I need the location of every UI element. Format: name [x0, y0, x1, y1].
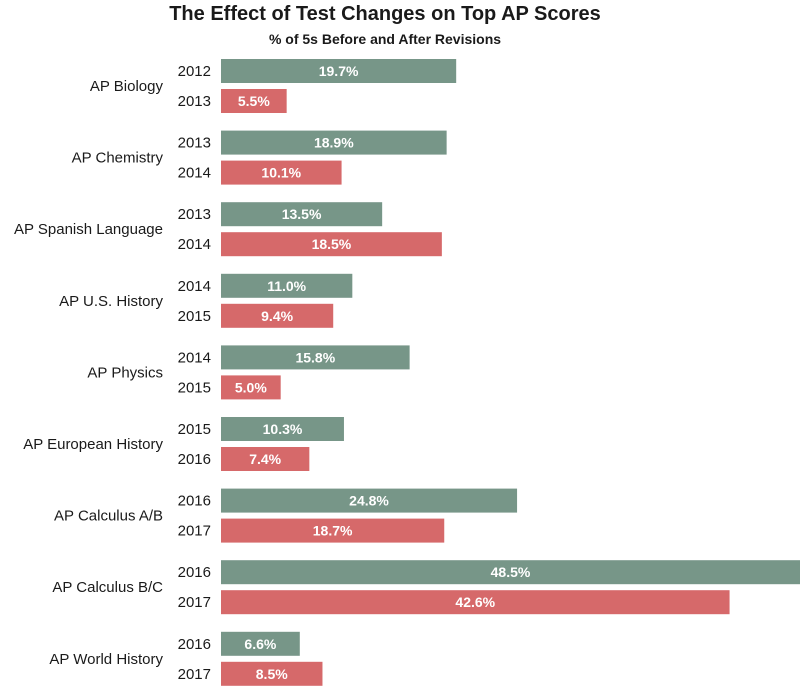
bar-after	[221, 89, 287, 113]
value-label: 18.9%	[314, 135, 354, 151]
value-label: 8.5%	[256, 666, 288, 682]
year-label: 2016	[178, 636, 211, 653]
year-label: 2014	[178, 349, 211, 366]
bar-after	[221, 303, 334, 328]
category-label: AP Spanish Language	[14, 221, 163, 238]
value-label: 10.3%	[263, 421, 303, 437]
bar-before	[221, 130, 447, 155]
chart-title: The Effect of Test Changes on Top AP Sco…	[169, 3, 601, 25]
category-label: AP Calculus B/C	[52, 579, 163, 596]
bar-before	[221, 273, 353, 298]
bar-after	[221, 661, 323, 686]
bar-before	[221, 345, 410, 370]
bar-after	[221, 232, 442, 257]
value-label: 48.5%	[491, 564, 531, 580]
year-label: 2016	[178, 493, 211, 510]
bar-before	[221, 488, 518, 513]
category-label: AP European History	[23, 436, 163, 453]
year-label: 2017	[178, 594, 211, 611]
chart-subtitle: % of 5s Before and After Revisions	[268, 31, 502, 47]
year-label: 2016	[178, 451, 211, 468]
category-label: AP Chemistry	[72, 150, 164, 167]
year-label: 2016	[178, 564, 211, 581]
year-label: 2014	[178, 236, 211, 253]
bar-after	[221, 518, 445, 543]
year-label: 2012	[178, 63, 211, 80]
year-label: 2013	[178, 93, 211, 110]
value-label: 6.6%	[244, 636, 276, 652]
year-label: 2014	[178, 165, 211, 182]
value-label: 18.5%	[312, 236, 352, 252]
bar-before	[221, 202, 383, 227]
bar-before	[221, 417, 344, 441]
year-label: 2013	[178, 206, 211, 223]
value-label: 24.8%	[349, 493, 389, 509]
year-label: 2017	[178, 523, 211, 540]
year-label: 2015	[178, 308, 211, 325]
category-label: AP World History	[49, 651, 163, 668]
value-label: 15.8%	[295, 349, 335, 365]
category-label: AP Biology	[90, 78, 164, 95]
value-label: 18.7%	[313, 523, 353, 539]
category-label: AP Physics	[87, 364, 163, 381]
bar-before	[221, 560, 800, 585]
bar-after	[221, 447, 310, 471]
bar-after	[221, 590, 730, 615]
value-label: 5.5%	[238, 93, 270, 109]
value-label: 11.0%	[267, 278, 306, 294]
value-label: 10.1%	[261, 165, 301, 181]
value-label: 13.5%	[282, 206, 322, 222]
year-label: 2014	[178, 278, 211, 295]
value-label: 19.7%	[319, 63, 359, 79]
bar-after	[221, 160, 342, 185]
bar-before	[221, 631, 300, 656]
year-label: 2015	[178, 421, 211, 438]
bar-before	[221, 59, 457, 83]
value-label: 42.6%	[455, 594, 495, 610]
year-label: 2015	[178, 379, 211, 396]
value-label: 7.4%	[249, 451, 281, 467]
category-label: AP Calculus A/B	[54, 508, 163, 525]
category-label: AP U.S. History	[59, 293, 163, 310]
year-label: 2017	[178, 666, 211, 683]
value-label: 5.0%	[235, 379, 267, 395]
bar-after	[221, 375, 281, 400]
year-label: 2013	[178, 135, 211, 152]
value-label: 9.4%	[261, 308, 293, 324]
